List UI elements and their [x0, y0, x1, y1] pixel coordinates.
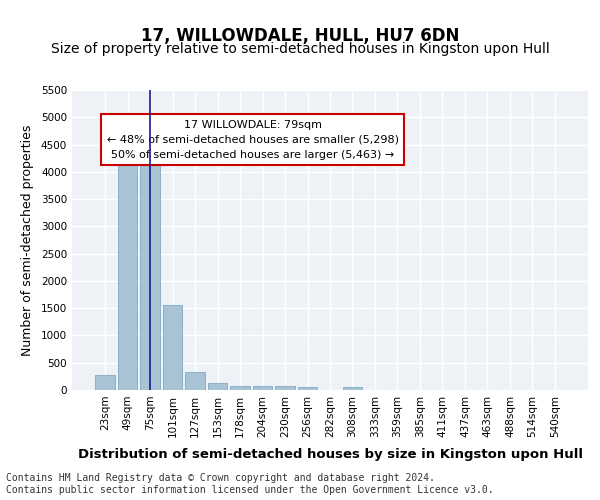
Bar	[208, 384, 227, 390]
Text: Contains HM Land Registry data © Crown copyright and database right 2024.
Contai: Contains HM Land Registry data © Crown c…	[6, 474, 494, 495]
Text: Size of property relative to semi-detached houses in Kingston upon Hull: Size of property relative to semi-detach…	[50, 42, 550, 56]
Bar	[163, 305, 182, 390]
Bar	[253, 386, 272, 390]
Text: 17, WILLOWDALE, HULL, HU7 6DN: 17, WILLOWDALE, HULL, HU7 6DN	[141, 28, 459, 46]
Text: 17 WILLOWDALE: 79sqm
← 48% of semi-detached houses are smaller (5,298)
50% of se: 17 WILLOWDALE: 79sqm ← 48% of semi-detac…	[107, 120, 398, 160]
Bar	[298, 386, 317, 390]
Bar	[95, 374, 115, 390]
Y-axis label: Number of semi-detached properties: Number of semi-detached properties	[21, 124, 34, 356]
Bar	[185, 372, 205, 390]
Bar	[140, 163, 160, 390]
Bar	[275, 386, 295, 390]
Bar	[343, 386, 362, 390]
X-axis label: Distribution of semi-detached houses by size in Kingston upon Hull: Distribution of semi-detached houses by …	[77, 448, 583, 461]
Bar	[118, 149, 137, 390]
Bar	[230, 386, 250, 390]
